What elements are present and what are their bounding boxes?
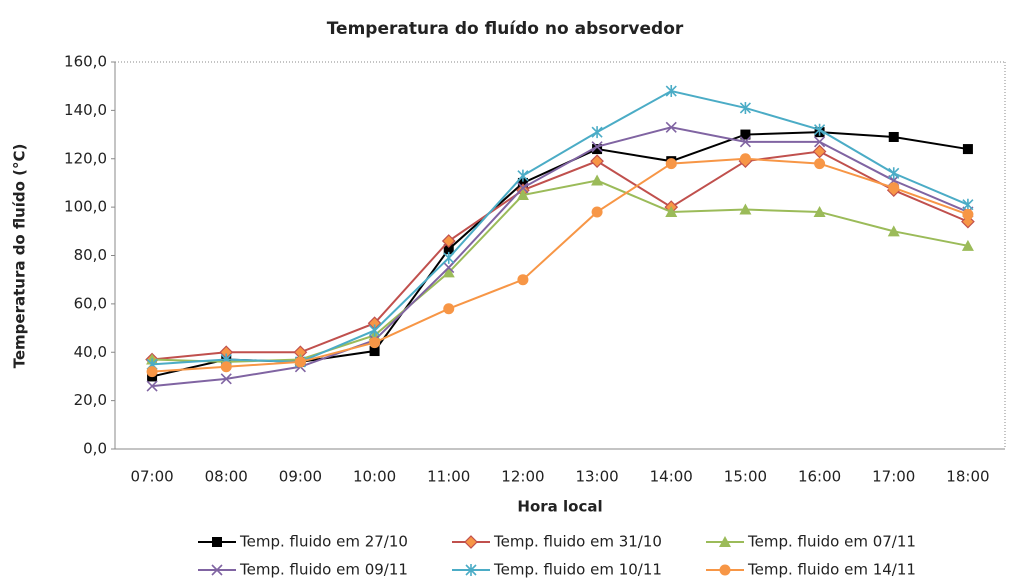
series-line: [151, 150, 969, 361]
data-point: [814, 123, 826, 136]
data-point: [517, 182, 529, 194]
data-point: [888, 167, 900, 180]
data-point: [443, 251, 455, 264]
x-axis-title: Hora local: [517, 498, 602, 516]
y-tick-label: 60,0: [74, 294, 107, 312]
data-point: [591, 141, 603, 153]
data-point: [665, 205, 678, 217]
data-point: [369, 337, 381, 349]
x-tick-label: 09:00: [279, 468, 322, 486]
data-point: [146, 366, 158, 378]
y-tick-label: 120,0: [64, 149, 107, 167]
data-point: [962, 208, 974, 220]
x-tick-label: 15:00: [724, 468, 767, 486]
data-point: [590, 154, 604, 169]
y-tick-label: 140,0: [64, 101, 107, 119]
legend-label: Temp. fluido em 27/10: [239, 533, 408, 551]
legend-marker: [211, 564, 223, 576]
legend-marker: [719, 564, 731, 576]
data-point: [369, 346, 380, 357]
legend-label: Temp. fluido em 07/11: [747, 533, 916, 551]
data-point: [443, 262, 455, 274]
legend-label: Temp. fluido em 14/11: [747, 561, 916, 579]
data-point: [294, 356, 306, 368]
series-line: [151, 126, 969, 388]
chart-title: Temperatura do fluído no absorvedor: [327, 19, 684, 39]
data-point: [665, 85, 677, 98]
series-line: [151, 131, 969, 378]
x-tick-label: 13:00: [575, 468, 618, 486]
data-point: [814, 158, 826, 170]
data-point: [665, 121, 677, 133]
data-point: [220, 361, 232, 373]
y-tick-label: 80,0: [74, 246, 107, 264]
y-tick-label: 40,0: [74, 343, 107, 361]
x-tick-label: 16:00: [798, 468, 841, 486]
data-point: [443, 303, 455, 315]
y-tick-label: 0,0: [83, 440, 107, 458]
data-point: [962, 198, 974, 211]
y-axis-title: Temperatura do fluído (°C): [11, 144, 29, 369]
x-tick-label: 07:00: [130, 468, 173, 486]
data-point: [591, 174, 604, 186]
data-point: [739, 153, 751, 165]
legend-marker: [465, 564, 477, 576]
data-point: [517, 169, 529, 182]
data-point: [888, 131, 899, 142]
data-point: [516, 189, 529, 201]
data-point: [739, 136, 751, 148]
x-tick-label: 14:00: [650, 468, 693, 486]
data-point: [441, 234, 456, 248]
legend-marker: [212, 537, 222, 547]
data-point: [739, 203, 752, 215]
data-point: [146, 380, 158, 392]
data-point: [665, 158, 677, 170]
data-point: [740, 129, 751, 140]
series-line: [152, 157, 969, 373]
legend-label: Temp. fluido em 10/11: [493, 561, 662, 579]
data-point: [961, 239, 974, 251]
x-tick-label: 11:00: [427, 468, 470, 486]
y-tick-label: 160,0: [64, 53, 107, 71]
data-point: [739, 101, 751, 114]
series-line: [152, 89, 969, 366]
series-line: [152, 179, 969, 363]
data-point: [812, 144, 827, 159]
data-point: [517, 274, 529, 286]
data-point: [962, 144, 973, 155]
legend-marker: [464, 535, 478, 549]
x-tick-label: 18:00: [946, 468, 989, 486]
data-point: [220, 373, 232, 385]
data-point: [517, 177, 528, 188]
x-tick-label: 17:00: [872, 468, 915, 486]
y-tick-label: 20,0: [74, 391, 107, 409]
data-point: [442, 266, 455, 278]
data-point: [814, 136, 826, 148]
x-tick-label: 08:00: [205, 468, 248, 486]
data-point: [591, 206, 603, 218]
data-point: [369, 324, 381, 337]
x-tick-label: 12:00: [501, 468, 544, 486]
data-point: [592, 144, 603, 155]
y-tick-label: 100,0: [64, 198, 107, 216]
legend-label: Temp. fluido em 09/11: [239, 561, 408, 579]
legend-marker: [719, 536, 731, 547]
data-point: [888, 182, 900, 194]
x-tick-label: 10:00: [353, 468, 396, 486]
data-point: [443, 244, 454, 255]
data-point: [813, 205, 826, 217]
legend-label: Temp. fluido em 31/10: [493, 533, 662, 551]
data-point: [591, 126, 603, 139]
data-point: [887, 225, 900, 237]
